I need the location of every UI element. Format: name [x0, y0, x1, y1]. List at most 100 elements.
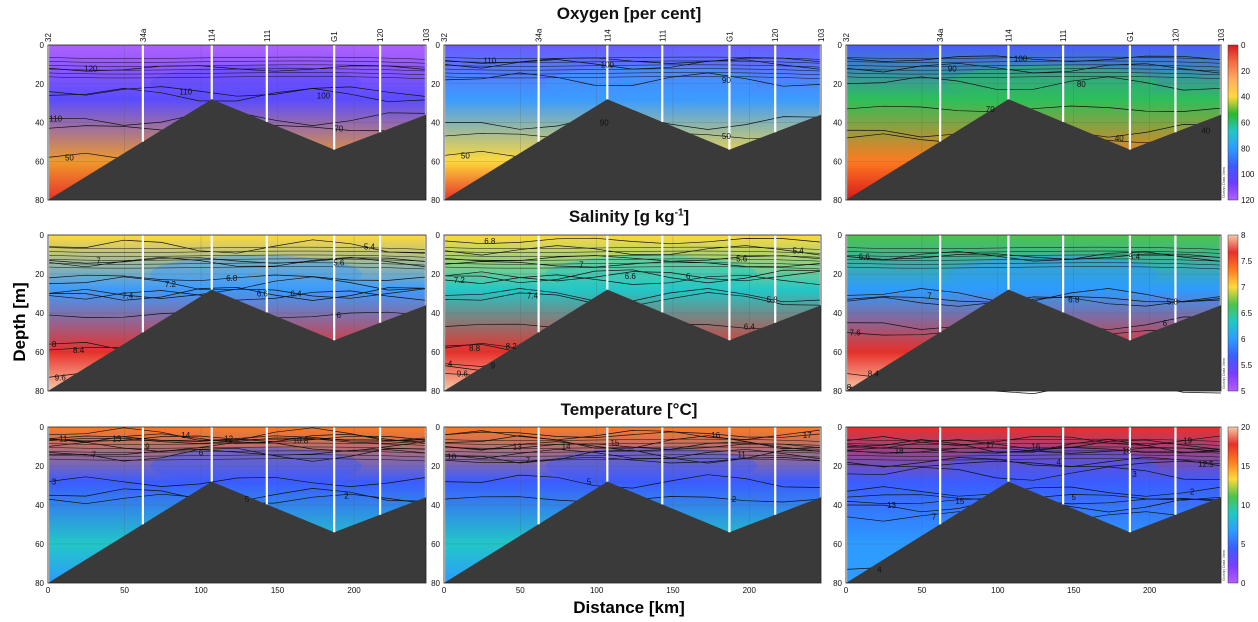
- x-tick-label: 100: [991, 586, 1005, 595]
- title-salinity: Salinity [g kg-1]: [568, 207, 690, 226]
- contour-label: 16: [1031, 443, 1040, 452]
- contour-line: [47, 442, 427, 446]
- contour-label: 90: [948, 64, 957, 73]
- contour-line: [47, 86, 427, 97]
- contour-line: [443, 262, 822, 266]
- panel-frame: [443, 44, 822, 201]
- seabed: [48, 481, 426, 583]
- contour-line: [443, 245, 822, 256]
- colorbar-ramp: [1227, 426, 1239, 584]
- y-tick-label: 60: [35, 540, 44, 549]
- contour-label: 2: [1190, 487, 1195, 496]
- contour-line: [443, 456, 822, 464]
- colorbar-salinity: 8 7.5 7 6.5 6 5.5 5 Ocean Data View: [1221, 231, 1253, 396]
- contour-label: 13: [887, 501, 896, 510]
- contour-label: 70: [334, 124, 343, 133]
- x-tick-label: 200: [743, 586, 757, 595]
- contour-label: 7: [96, 256, 101, 265]
- contour-label: 6: [337, 311, 342, 320]
- contour-label: 6: [199, 448, 204, 457]
- contour-label: 100: [601, 60, 615, 69]
- y-tick-label: 40: [35, 119, 44, 128]
- contour-label: 18: [1122, 446, 1131, 455]
- station-label: 114: [603, 29, 612, 42]
- contour-line: [845, 266, 1222, 270]
- contour-line: [47, 449, 427, 456]
- y-tick-label: 0: [436, 41, 441, 50]
- x-tick-label: 200: [347, 586, 361, 595]
- y-tick-label: 20: [35, 270, 44, 279]
- contour-line: [443, 72, 822, 76]
- contour-line: [443, 454, 822, 458]
- contour-line: [845, 60, 1222, 64]
- contour-label: 7: [927, 291, 932, 300]
- contour-line: [443, 254, 822, 258]
- contour-label: 7.2: [454, 276, 466, 285]
- contour-label: 2: [732, 495, 737, 504]
- contour-line: [845, 55, 1222, 62]
- y-tick-label: 80: [833, 579, 842, 588]
- x-tick-label: 100: [194, 586, 208, 595]
- contour-line: [845, 486, 1222, 497]
- contour-label: 50: [722, 132, 731, 141]
- y-tick-label: 0: [436, 231, 441, 240]
- panel-frame: [845, 426, 1222, 584]
- contour-label: 6.8: [1068, 295, 1080, 304]
- station-label: 32: [44, 33, 53, 42]
- contour-label: 5: [1072, 493, 1077, 502]
- y-tick-label: 0: [40, 231, 45, 240]
- contour-line: [845, 72, 1222, 76]
- contour-label: 8: [847, 383, 852, 392]
- contour-line: [443, 72, 822, 87]
- contour-line: [47, 68, 427, 72]
- contour-line: [443, 237, 822, 245]
- contour-label: 8: [52, 340, 57, 349]
- y-tick-label: 80: [35, 196, 44, 205]
- seabed: [444, 481, 821, 583]
- contour-label: 90: [722, 76, 731, 85]
- y-tick-label: 40: [35, 309, 44, 318]
- colorbar-tick: 7.5: [1241, 257, 1253, 266]
- contour-line: [845, 105, 1222, 113]
- y-tick-label: 20: [833, 270, 842, 279]
- contour-line: [47, 72, 427, 76]
- contour-label: 16: [711, 431, 720, 440]
- station-label: 111: [263, 29, 272, 42]
- y-tick-label: 0: [436, 423, 441, 432]
- contour-label: 9.6: [55, 373, 67, 382]
- contour-line: [443, 450, 822, 454]
- contour-label: 4: [877, 565, 882, 574]
- x-tick-label: 0: [46, 586, 51, 595]
- contour-label: 9: [145, 443, 150, 452]
- y-tick-label: 20: [35, 462, 44, 471]
- contour-label: 17: [986, 441, 995, 450]
- y-tick-label: 40: [431, 309, 440, 318]
- contour-label: 50: [65, 153, 74, 162]
- station-label: 34a: [936, 28, 945, 42]
- contour-label: 15: [610, 439, 619, 448]
- contour-line: [845, 76, 1222, 80]
- colorbar-ramp: [1227, 44, 1239, 201]
- contour-line: [443, 431, 822, 438]
- seabed: [444, 289, 821, 391]
- contour-line: [47, 446, 427, 450]
- y-tick-label: 0: [838, 231, 843, 240]
- contour-label: 6.4: [290, 290, 302, 299]
- colorbar-tick: 6.5: [1241, 309, 1253, 318]
- colorbar-tick: 7: [1241, 283, 1246, 292]
- contour-label: 90: [600, 119, 609, 128]
- watermark-text: Ocean Data View: [1221, 550, 1226, 581]
- contour-label: 9: [491, 362, 496, 371]
- contour-label: 5: [245, 495, 250, 504]
- contour-label: 6.8: [484, 237, 496, 246]
- contour-label: 100: [1014, 55, 1028, 64]
- contour-line: [47, 476, 427, 487]
- y-tick-label: 40: [431, 119, 440, 128]
- contour-label: 12.5: [1198, 460, 1214, 469]
- panel-oxygen-2: 32 34a 114 111 G1 120 103 110 100 90 50 50 90 0 20 40 60…: [431, 28, 826, 205]
- contour-line: [443, 429, 822, 441]
- contour-label: 10: [447, 452, 456, 461]
- contour-line: [47, 438, 427, 442]
